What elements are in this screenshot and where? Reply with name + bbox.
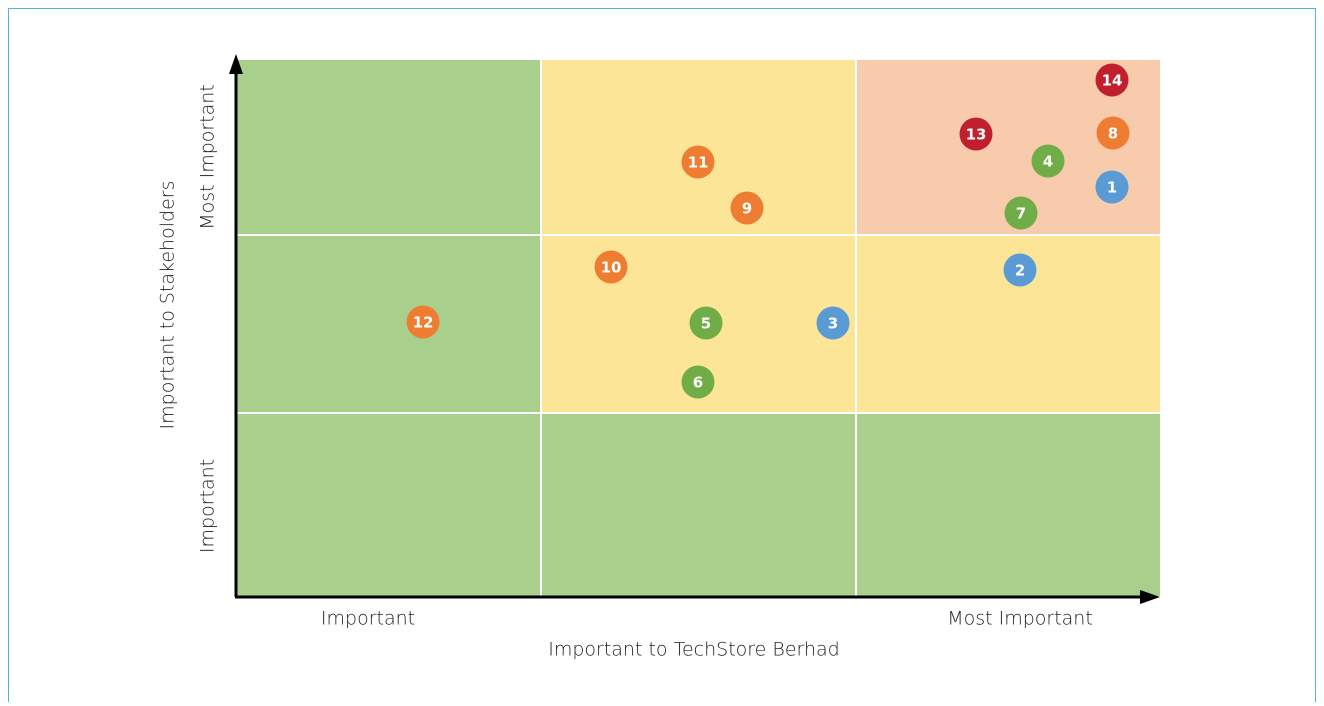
node-dot [816, 306, 850, 340]
x-arrow [1140, 590, 1160, 604]
node-label: 3 [828, 315, 838, 333]
node-label: 9 [742, 200, 752, 218]
cell [236, 60, 540, 234]
quadrants [236, 60, 1160, 596]
x-high: Most Important [947, 608, 1093, 630]
node-dot [959, 117, 993, 151]
nodes: 14 8 13 4 1 7 2 11 9 10 5 3 6 12 [406, 63, 1130, 399]
node-label: 11 [688, 154, 709, 172]
x-low: Important [321, 608, 415, 630]
node-dot [681, 145, 715, 179]
node-dot [1095, 170, 1129, 204]
node-label: 1 [1107, 179, 1117, 197]
node-dot [1003, 253, 1037, 287]
node-dot [594, 250, 628, 284]
node-label: 14 [1102, 72, 1123, 90]
node-dot [681, 365, 715, 399]
cell [542, 414, 855, 596]
y-low: Important [197, 459, 219, 553]
y-arrow [229, 54, 243, 74]
node-label: 4 [1043, 153, 1053, 171]
node-dot [1031, 144, 1065, 178]
node-label: 10 [601, 259, 622, 277]
node-dot [1095, 63, 1129, 97]
x-label: Important to TechStore Berhad [548, 639, 840, 661]
node-dot [406, 305, 440, 339]
cell [236, 414, 540, 596]
node-dot [1096, 116, 1130, 150]
node-label: 2 [1015, 262, 1025, 280]
node-label: 5 [701, 315, 711, 333]
node-label: 13 [966, 126, 987, 144]
cell [857, 414, 1160, 596]
node-label: 6 [693, 374, 703, 392]
node-dot [730, 191, 764, 225]
node-label: 8 [1108, 125, 1118, 143]
node-dot [1004, 196, 1038, 230]
node-label: 12 [413, 314, 434, 332]
frame [8, 8, 1316, 706]
cell [236, 236, 540, 412]
node-label: 7 [1016, 205, 1026, 223]
node-dot [689, 306, 723, 340]
y-high: Most Important [197, 84, 219, 230]
y-label: Important to Stakeholders [157, 181, 179, 430]
